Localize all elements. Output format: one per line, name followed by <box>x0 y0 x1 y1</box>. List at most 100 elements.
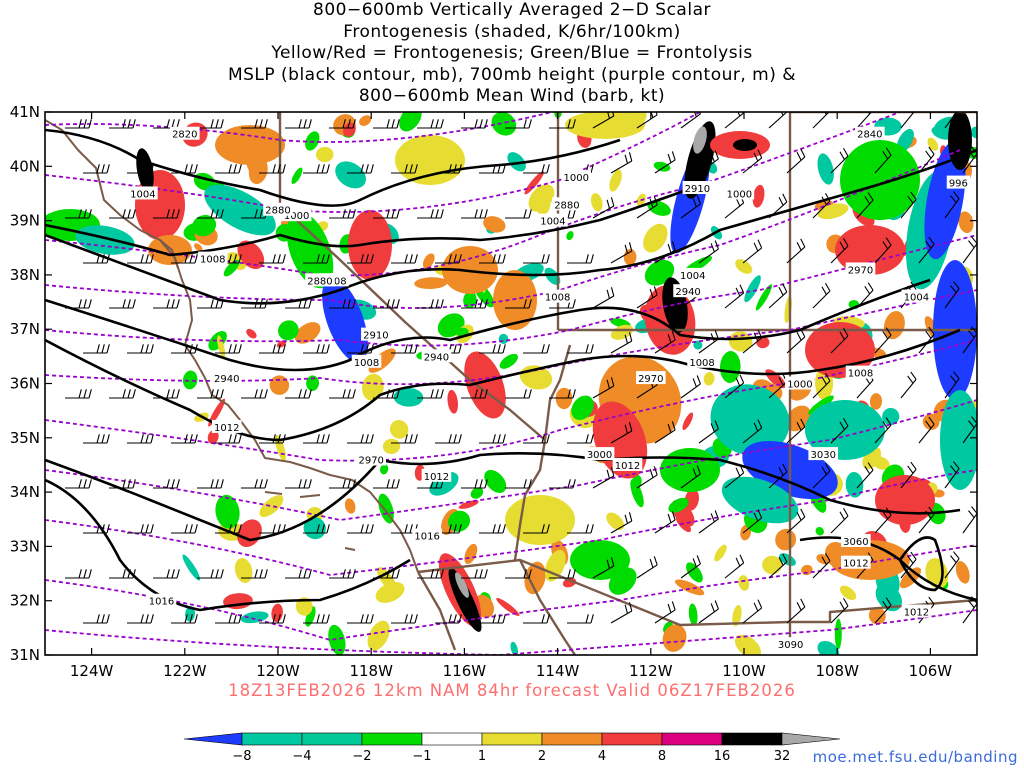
mslp-label: 1000 <box>564 173 589 184</box>
wind-barb <box>724 464 745 489</box>
wind-barb <box>900 461 917 489</box>
height-contour <box>45 149 961 309</box>
frontogenesis-cell <box>259 495 284 517</box>
wind-barb <box>742 509 763 534</box>
colorbar-label: 16 <box>714 749 731 764</box>
height-label: 2880 <box>307 276 332 287</box>
contour-label-box <box>775 637 806 651</box>
frontogenesis-cell <box>644 259 675 286</box>
frontogenesis-cell <box>455 572 469 598</box>
wind-barb <box>347 344 374 354</box>
wind-barb <box>962 326 977 354</box>
wind-barb <box>812 462 831 489</box>
frontogenesis-cell <box>276 340 287 348</box>
wind-barb <box>523 344 550 354</box>
wind-barb <box>197 299 224 309</box>
wind-barb <box>654 511 676 534</box>
wind-barb <box>215 614 242 624</box>
wind-barb <box>373 389 400 399</box>
lat-tick-label: 33N <box>10 537 40 555</box>
wind-barb <box>812 112 830 129</box>
wind-barb <box>127 164 154 174</box>
lat-tick-label: 36N <box>10 375 40 393</box>
frontogenesis-cell <box>868 607 886 625</box>
wind-barb <box>215 344 242 354</box>
colorbar: −8 −4 −2 −1 1 2 4 8 16 32 <box>183 732 841 764</box>
wind-barb <box>918 416 935 444</box>
wind-barb <box>373 299 400 309</box>
wind-barb <box>768 112 788 129</box>
wind-barb <box>592 377 615 399</box>
frontogenesis-cell <box>734 634 761 655</box>
wind-barb <box>610 422 633 444</box>
wind-barb <box>479 614 506 624</box>
wind-barb <box>127 254 154 264</box>
wind-barb <box>285 569 312 579</box>
wind-barb <box>900 551 917 579</box>
wind-barb <box>347 254 374 264</box>
colorado-border <box>790 112 977 332</box>
mslp-label: 1012 <box>214 423 239 434</box>
wind-barb <box>610 602 633 624</box>
wind-barb <box>549 479 576 489</box>
wind-barb <box>900 191 917 219</box>
wind-barb <box>505 119 532 129</box>
frontogenesis-cell <box>566 231 574 241</box>
frontogenesis-cell <box>458 500 479 509</box>
height-label: 3030 <box>810 450 835 461</box>
frontogenesis-cell <box>344 498 356 514</box>
frontogenesis-cell <box>194 243 203 252</box>
wind-barb <box>724 284 745 309</box>
wind-barb <box>962 236 977 264</box>
frontogenesis-cell <box>464 351 506 419</box>
wind-barb <box>109 479 136 489</box>
wind-barb <box>567 254 594 264</box>
wind-barb <box>259 614 286 624</box>
frontogenesis-cell <box>544 549 566 582</box>
wind-barb <box>592 287 615 309</box>
sf-bay <box>159 239 179 269</box>
wind-barb <box>680 375 701 399</box>
wind-barb <box>549 389 576 399</box>
axis-tick-labels: 124W 122W 120W 118W 116W 114W 112W 110W 108W 106W… <box>10 103 953 680</box>
mslp-label: 996 <box>949 179 968 190</box>
colorbar-label: 4 <box>598 749 606 764</box>
wind-barb <box>65 119 92 129</box>
lat-tick-label: 41N <box>10 103 40 121</box>
frontogenesis-cell <box>343 122 356 137</box>
wind-barb <box>654 331 676 354</box>
frontogenesis-cell <box>688 603 698 626</box>
frontogenesis-cell <box>223 259 240 277</box>
frontogenesis-cell <box>693 340 703 350</box>
wind-barb <box>417 119 444 129</box>
wind-barb <box>241 299 268 309</box>
wind-barb <box>417 209 444 219</box>
mslp-label: 1008 <box>545 293 570 304</box>
frontogenesis-cell <box>217 335 226 359</box>
wind-barb <box>347 524 374 534</box>
frontogenesis-cell <box>393 387 424 407</box>
lat-tick-label: 37N <box>10 320 40 338</box>
frontogenesis-cell <box>315 147 334 163</box>
wind-barb <box>636 112 658 129</box>
frontogenesis-cell <box>562 577 577 588</box>
wind-barb <box>505 569 532 579</box>
mslp-label: 1008 <box>848 369 873 380</box>
colorbar-box <box>421 732 483 746</box>
wind-barb <box>523 164 550 174</box>
frontogenesis-cell <box>590 193 603 212</box>
wind-barb <box>259 254 286 264</box>
wind-barb <box>171 524 198 534</box>
colorbar-box <box>541 732 603 746</box>
frontogenesis-cell <box>869 393 883 410</box>
forecast-valid-subtitle: 18Z13FEB2026 12km NAM 84hr forecast Vali… <box>228 681 796 700</box>
height-label: 2970 <box>358 456 383 467</box>
contour-label-box <box>263 202 293 216</box>
height-label: 2820 <box>172 130 197 141</box>
figure-title: 800−600mb Vertically Averaged 2−D Scalar… <box>0 0 1024 108</box>
wind-barb <box>197 119 224 129</box>
wind-barb <box>259 524 286 534</box>
wind-barb <box>567 614 594 624</box>
wind-barb <box>962 416 977 444</box>
colorbar-label: 8 <box>658 749 666 764</box>
